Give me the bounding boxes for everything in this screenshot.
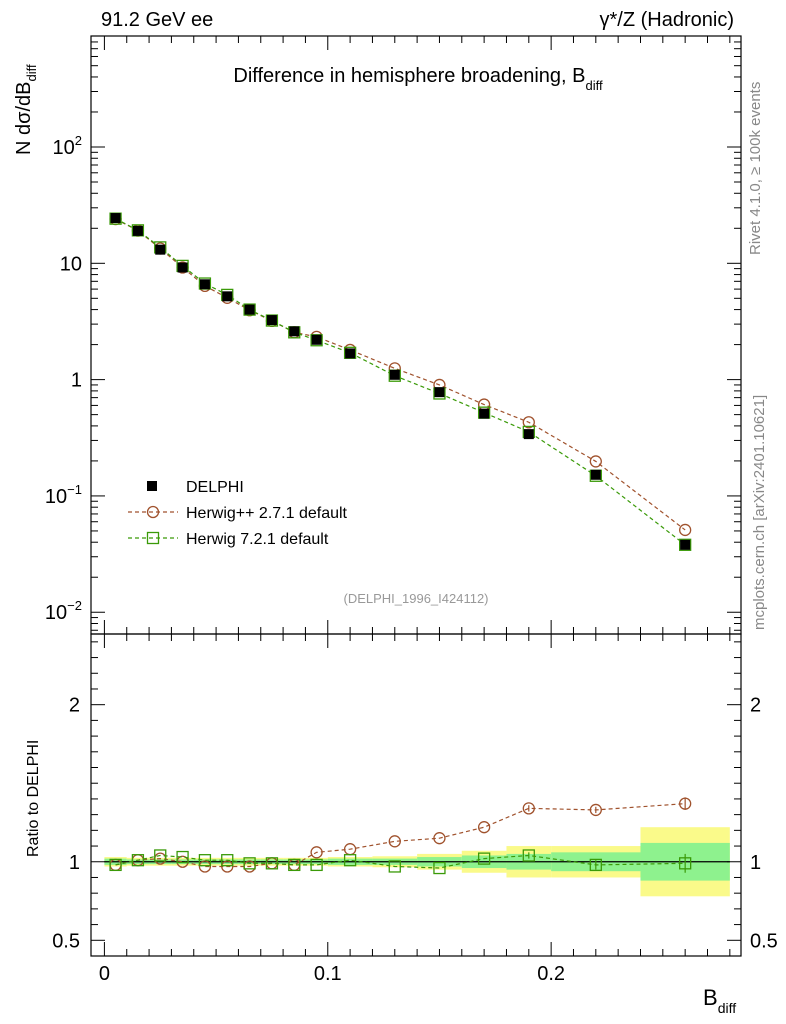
main-series (109, 212, 692, 551)
mcplots-label: mcplots.cern.ch [arXiv:2401.10621] (751, 395, 768, 630)
delphi-point (222, 291, 233, 302)
header-right: γ*/Z (Hadronic) (600, 9, 734, 31)
legend-label-herwigpp: Herwig++ 2.7.1 default (186, 505, 348, 522)
ratio-ylabel: Ratio to DELPHI (25, 740, 42, 857)
main-ylabel: N dσ/dBdiff (13, 64, 39, 155)
delphi-point (177, 262, 188, 273)
ratio-y-tick-label-right: 1 (750, 852, 761, 874)
xlabel: Bdiff (703, 985, 736, 1016)
ratio-herwig7-point (310, 858, 323, 872)
ratio-herwig7-line (115, 854, 686, 869)
herwig7-point (243, 303, 256, 316)
herwigpp-point (522, 416, 535, 429)
delphi-point (389, 369, 400, 380)
ratio-herwig7-point (265, 857, 279, 870)
ratio-herwigpp-point (198, 860, 212, 873)
legend-marker-delphi (147, 481, 157, 491)
delphi-point (289, 326, 300, 337)
ratio-herwig7-point (679, 857, 692, 870)
main-axes: 10−2 10−1 1 10 102 (45, 35, 741, 634)
analysis-watermark: (DELPHI_1996_I424112) (343, 591, 488, 606)
rivet-label: Rivet 4.1.0, ≥ 100k events (747, 82, 764, 255)
ratio-herwig7-point (388, 860, 401, 873)
y-tick-label: 10−1 (45, 482, 82, 508)
ratio-y-tick-label-right: 2 (750, 695, 761, 717)
delphi-point (199, 279, 210, 290)
ratio-herwig7-point (243, 857, 256, 870)
x-tick-label: 0.1 (314, 963, 342, 985)
delphi-point (311, 334, 322, 345)
ratio-y-tick-label: 2 (69, 695, 80, 717)
ratio-herwigpp-point (310, 846, 323, 859)
ratio-herwig7-point (522, 849, 535, 862)
ratio-herwigpp-point (522, 802, 535, 815)
delphi-point (590, 469, 601, 480)
ratio-series (109, 797, 692, 875)
delphi-point (479, 408, 490, 419)
ratio-axes: 0.5 0.5 1 1 2 2 0 0.1 0.2 (52, 634, 778, 985)
ratio-herwig7-point (589, 858, 602, 872)
delphi-point (266, 315, 277, 326)
ratio-herwigpp-point (433, 832, 446, 845)
ratio-herwig7-point (343, 854, 357, 867)
y-tick-label: 1 (71, 370, 82, 392)
herwig7-point (265, 314, 279, 327)
ratio-herwig7-point (198, 854, 212, 867)
y-tick-label: 10−2 (45, 598, 82, 624)
ratio-herwig7-point (433, 861, 446, 875)
ratio-herwig7-point (288, 858, 301, 872)
ratio-herwig7-point (477, 852, 491, 865)
legend: DELPHI Herwig++ 2.7.1 default Herwig 7.2… (128, 479, 348, 548)
ratio-herwig7-point (221, 854, 234, 867)
ratio-herwigpp-point (221, 860, 234, 873)
legend-label-herwig7: Herwig 7.2.1 default (186, 531, 329, 548)
ratio-y-tick-label-right: 0.5 (750, 930, 778, 952)
delphi-point (155, 244, 166, 255)
legend-marker-herwigpp (146, 505, 160, 519)
ratio-frame (90, 633, 742, 957)
header-left: 91.2 GeV ee (101, 9, 213, 31)
delphi-point (523, 429, 534, 440)
y-tick-label: 102 (53, 133, 82, 159)
ratio-herwigpp-point (679, 797, 692, 810)
herwigpp-point (589, 455, 602, 468)
delphi-point (434, 387, 445, 398)
herwig7-point (679, 538, 692, 551)
delphi-point (345, 348, 356, 359)
herwigpp-point (679, 523, 692, 537)
ratio-y-tick-label: 0.5 (52, 930, 80, 952)
delphi-point (680, 539, 691, 550)
ratio-herwig7-point (131, 854, 145, 867)
legend-label-delphi: DELPHI (186, 479, 244, 496)
x-tick-label: 0.2 (537, 963, 565, 985)
delphi-point (110, 213, 121, 224)
ratio-herwigpp-point (477, 821, 491, 834)
ratio-uncertainty-bands (104, 827, 730, 897)
legend-marker-herwig7 (146, 531, 160, 545)
ratio-herwig7-point (109, 858, 122, 872)
y-tick-label: 10 (60, 253, 82, 275)
main-title: Difference in hemisphere broadening, Bdi… (233, 65, 603, 93)
ratio-herwig7-point (176, 850, 189, 864)
delphi-point (132, 225, 143, 236)
ratio-herwig7-point (154, 849, 167, 862)
ratio-herwigpp-point (388, 835, 401, 848)
x-tick-label: 0 (99, 963, 110, 985)
ratio-y-tick-label: 1 (69, 852, 80, 874)
herwig7-point (310, 334, 323, 347)
delphi-point (244, 304, 255, 315)
ratio-herwigpp-point (589, 803, 602, 817)
